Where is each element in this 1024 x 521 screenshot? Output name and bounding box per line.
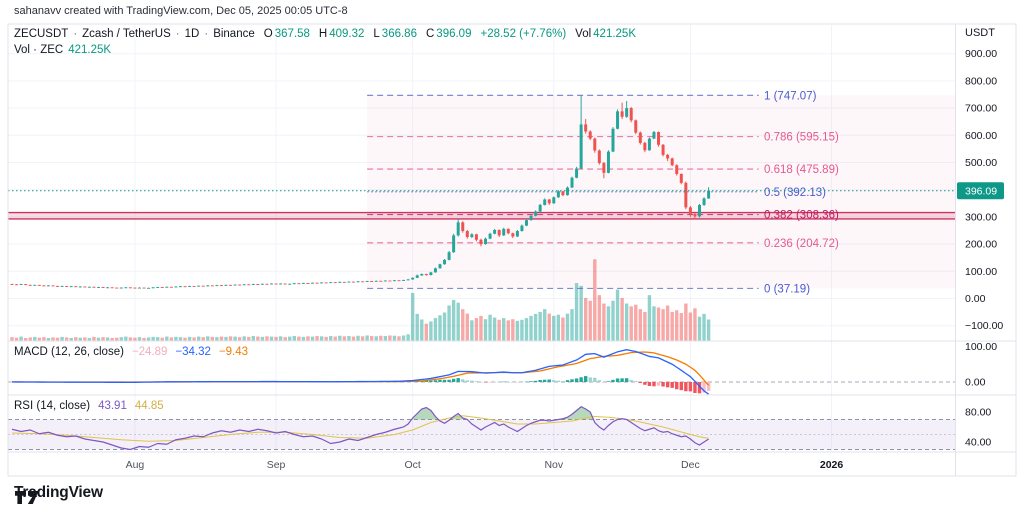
time-axis-labels: Aug Sep Oct Nov Dec 2026 xyxy=(8,452,956,476)
volume-label: Vol xyxy=(575,28,592,40)
rsi-legend: RSI (14, close) 43.91 44.85 xyxy=(14,400,164,412)
tradingview-attribution[interactable]: TradingView xyxy=(14,484,103,504)
ohlc-open: O 367.58 xyxy=(264,28,310,40)
volume-series-label: Vol · ZEC xyxy=(14,44,64,56)
high-label: H xyxy=(318,28,328,40)
candle-series xyxy=(10,95,711,289)
time-label-Aug: Aug xyxy=(126,459,145,471)
time-label-Nov: Nov xyxy=(544,459,563,471)
tradingview-logo-icon xyxy=(15,491,39,504)
svg-text:100.00: 100.00 xyxy=(965,266,997,278)
pair-name: Zcash / TetherUS xyxy=(82,28,171,40)
time-label-Oct: Oct xyxy=(404,459,420,471)
svg-text:700.00: 700.00 xyxy=(965,103,997,115)
svg-text:80.00: 80.00 xyxy=(965,407,991,419)
svg-text:40.00: 40.00 xyxy=(965,437,991,449)
fib-label-4[interactable]: 0.382 (308.36) xyxy=(764,210,839,222)
exchange-label: Binance xyxy=(213,28,255,40)
macd-line xyxy=(11,349,709,395)
svg-text:900.00: 900.00 xyxy=(965,48,997,60)
legend-separator: · xyxy=(204,28,209,40)
macd-line-value: −34.32 xyxy=(175,346,211,358)
symbol-name[interactable]: ZECUSDT xyxy=(14,28,69,40)
legend-separator: · xyxy=(175,28,180,40)
axis-currency-label: USDT xyxy=(965,27,995,39)
svg-text:500.00: 500.00 xyxy=(965,157,997,169)
fib-label-0[interactable]: 1 (747.07) xyxy=(764,90,817,102)
rsi-line xyxy=(11,406,709,451)
change-value: +28.52 (+7.76%) xyxy=(480,28,567,40)
svg-text:−100.00: −100.00 xyxy=(965,320,1003,332)
close-label: C xyxy=(425,28,435,40)
fib-label-2[interactable]: 0.618 (475.89) xyxy=(764,164,839,176)
macd-title[interactable]: MACD (12, 26, close) xyxy=(14,346,124,358)
fib-label-5[interactable]: 0.236 (204.72) xyxy=(764,238,839,250)
volume-series-value: 421.25K xyxy=(68,44,112,56)
rsi-value: 43.91 xyxy=(98,400,127,412)
ohlc-low: L 366.86 xyxy=(373,28,417,40)
fib-label-1[interactable]: 0.786 (595.15) xyxy=(764,132,839,144)
current-price-badge xyxy=(957,182,1004,200)
macd-legend: MACD (12, 26, close) −24.89 −34.32 −9.43 xyxy=(14,346,248,358)
low-label: L xyxy=(373,28,380,40)
open-label: O xyxy=(263,28,273,40)
high-value: 409.32 xyxy=(329,28,365,40)
macd-histogram-value: −24.89 xyxy=(131,346,168,358)
svg-text:800.00: 800.00 xyxy=(965,75,997,87)
svg-text:100.00: 100.00 xyxy=(965,341,997,353)
volume-legend: Vol · ZEC 421.25K xyxy=(14,44,111,56)
symbol-legend: ZECUSDT · Zcash / TetherUS · 1D · Binanc… xyxy=(14,28,636,40)
price-axis-labels: USDT 900.00 800.00 700.00 600.00 500.00 300.00… xyxy=(957,27,1004,449)
low-value: 366.86 xyxy=(381,28,417,40)
ohlc-high: H 409.32 xyxy=(319,28,365,40)
fib-retracement-area xyxy=(367,95,956,289)
svg-text:0.00: 0.00 xyxy=(965,377,986,389)
fib-retracement: 1 (747.07) 0.786 (595.15) 0.618 (475.89) 0.… xyxy=(367,90,839,295)
fib-label-3[interactable]: 0.5 (392.13) xyxy=(764,187,826,199)
macd-pane xyxy=(8,349,956,395)
volume-value: 421.25K xyxy=(593,28,637,40)
fib-label-6[interactable]: 0 (37.19) xyxy=(764,283,810,295)
svg-text:600.00: 600.00 xyxy=(965,130,997,142)
time-axis[interactable] xyxy=(8,452,956,476)
time-label-Dec: Dec xyxy=(681,459,700,471)
rsi-pane xyxy=(8,406,956,451)
rsi-ma-value: 44.85 xyxy=(134,400,164,412)
time-label-2026: 2026 xyxy=(820,459,844,471)
svg-text:300.00: 300.00 xyxy=(965,211,997,223)
legend-separator: · xyxy=(73,28,78,40)
macd-signal-value: −9.43 xyxy=(218,346,249,358)
tradingview-brand-text: TradingView xyxy=(14,484,103,501)
ohlc-close: C 396.09 xyxy=(426,28,472,40)
svg-text:0.00: 0.00 xyxy=(965,293,986,305)
time-label-Sep: Sep xyxy=(267,459,286,471)
price-band xyxy=(8,211,956,220)
svg-text:200.00: 200.00 xyxy=(965,239,997,251)
volume-group: Vol 421.25K xyxy=(575,28,636,40)
rsi-title[interactable]: RSI (14, close) xyxy=(14,400,91,412)
interval-label[interactable]: 1D xyxy=(184,28,200,40)
svg-text:396.09: 396.09 xyxy=(965,185,997,197)
volume-series xyxy=(10,259,711,341)
close-value: 396.09 xyxy=(436,28,472,40)
panel-frame xyxy=(7,23,1017,477)
open-value: 367.58 xyxy=(274,28,310,40)
header-credit: sahanavv created with TradingView.com, D… xyxy=(14,5,348,17)
